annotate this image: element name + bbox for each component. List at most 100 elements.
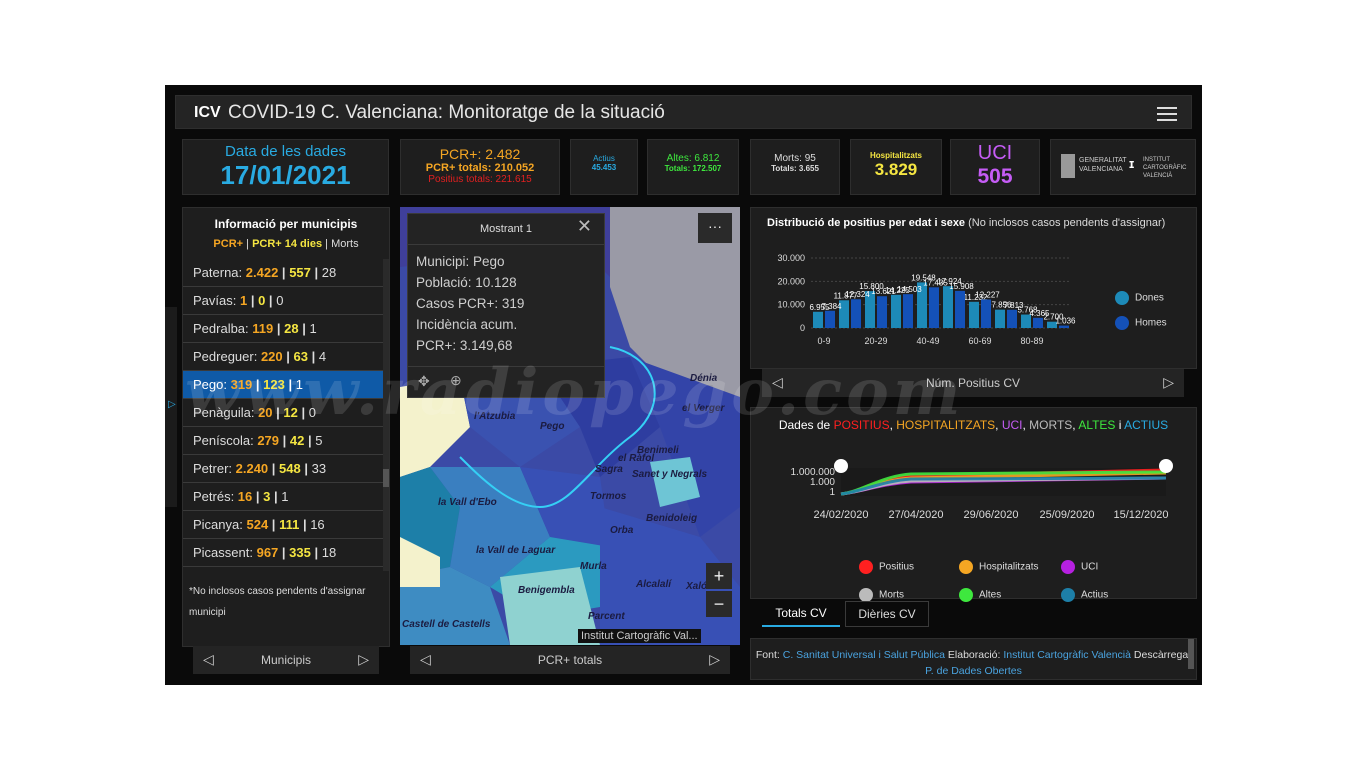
bar xyxy=(969,301,979,328)
legend-item[interactable]: Altes xyxy=(959,588,1001,602)
legend-label: Hospitalitzats xyxy=(979,561,1039,573)
chart1-pager-label: Núm. Positius CV xyxy=(925,376,1021,390)
map-view[interactable]: Dénia el Verger l'Atzubia Pego Benimeli el Rà… xyxy=(400,207,740,645)
map-label: la Vall de Laguar xyxy=(476,545,556,556)
morts-label: Morts: 95 xyxy=(774,153,816,164)
row-pcr14: 3 xyxy=(263,489,271,504)
data-label: 17.435 xyxy=(923,278,948,287)
row-pcr: 2.240 xyxy=(235,461,269,476)
popup-line: Població: 10.128 xyxy=(416,275,517,290)
list-item[interactable]: Petrés: 16 | 3 | 1 xyxy=(183,483,383,511)
row-pcr: 1 xyxy=(239,293,248,308)
list-item[interactable]: Pego: 319 | 123 | 1 xyxy=(183,371,383,399)
list-item[interactable]: Peníscola: 279 | 42 | 5 xyxy=(183,427,383,455)
legend-label: UCI xyxy=(1081,561,1099,573)
municipis-note: *No inclosos casos pendents d'assignar m… xyxy=(189,586,366,618)
row-pcr: 279 xyxy=(257,433,280,448)
legend-dot xyxy=(959,560,973,574)
row-pcr: 967 xyxy=(256,545,279,560)
list-item[interactable]: Pavías: 1 | 0 | 0 xyxy=(183,287,383,315)
row-sep: | xyxy=(278,545,290,560)
list-item[interactable]: Pedreguer: 220 | 63 | 4 xyxy=(183,343,383,371)
next-arrow-icon[interactable]: ▷ xyxy=(709,651,720,667)
row-sep: | xyxy=(300,461,312,476)
legend-label: Morts xyxy=(879,589,904,601)
chart1-subtitle: (No inclosos casos pendents d'assignar) xyxy=(968,217,1166,229)
bar xyxy=(981,299,991,328)
evolution-chart-panel: Dades de POSITIUS, HOSPITALITZATS, UCI, … xyxy=(750,407,1197,602)
list-item[interactable]: Picanya: 524 | 111 | 16 xyxy=(183,511,383,539)
prev-arrow-icon[interactable]: ◁ xyxy=(772,374,783,390)
tab-diaries[interactable]: Dièries CV xyxy=(845,601,929,627)
legend-dot xyxy=(859,560,873,574)
map-label: Benidoleig xyxy=(646,513,698,524)
legend-item[interactable]: Actius xyxy=(1061,588,1108,602)
title-uci: UCI xyxy=(1001,418,1023,432)
tab-totals[interactable]: Totals CV xyxy=(762,601,840,627)
pcr-indicator: PCR+: 2.482 PCR+ totals: 210.052 Positiu… xyxy=(400,139,560,195)
bar xyxy=(943,286,953,328)
row-name: Pedreguer: xyxy=(193,349,261,364)
zoom-to-icon[interactable]: ⊕ xyxy=(450,372,462,388)
header-bar: ICV COVID-19 C. Valenciana: Monitoratge … xyxy=(175,95,1192,129)
list-item[interactable]: Picassent: 967 | 335 | 18 xyxy=(183,539,383,567)
row-pcr: 220 xyxy=(260,349,283,364)
morts-indicator: Morts: 95 Totals: 3.655 xyxy=(750,139,840,195)
row-sep: | xyxy=(307,349,319,364)
close-icon[interactable]: ✕ xyxy=(576,216,592,236)
positius-total: Positius totals: 221.615 xyxy=(428,174,532,185)
font-link[interactable]: C. Sanitat Universal i Salut Pública xyxy=(782,649,945,661)
morts-total: Totals: 3.655 xyxy=(771,164,819,173)
legend-item[interactable]: Positius xyxy=(859,560,914,574)
legend-item[interactable]: Hospitalitzats xyxy=(959,560,1038,574)
list-scroll-thumb[interactable] xyxy=(383,469,389,487)
chart1-title-text: Distribució de positius per edat i sexe xyxy=(767,217,966,229)
prev-arrow-icon[interactable]: ◁ xyxy=(420,651,431,667)
row-sep: | xyxy=(270,489,282,504)
data-label: 12.227 xyxy=(975,290,1000,299)
uci-value: 505 xyxy=(977,165,1013,188)
next-arrow-icon[interactable]: ▷ xyxy=(1163,374,1174,390)
move-icon[interactable]: ✥ xyxy=(418,373,430,389)
y-tick-label: 1 xyxy=(829,487,835,498)
legend-item[interactable]: UCI xyxy=(1061,560,1098,574)
elab-link[interactable]: Institut Cartogràfic Valencià xyxy=(1003,649,1131,661)
legend-dot xyxy=(1115,316,1129,330)
x-tick-label: 29/06/2020 xyxy=(963,509,1018,521)
list-item[interactable]: Penàguila: 20 | 12 | 0 xyxy=(183,399,383,427)
popup-body: Municipi: Pego Població: 10.128 Casos PCR+… xyxy=(408,245,604,362)
source-scrollbar[interactable] xyxy=(1188,639,1194,669)
legend-dot xyxy=(1115,291,1129,305)
zoom-out-button[interactable]: − xyxy=(706,591,732,617)
data-label: 1.036 xyxy=(1055,317,1076,326)
legend-dones: Dones xyxy=(1115,291,1164,305)
prev-arrow-icon[interactable]: ◁ xyxy=(203,651,214,667)
map-attribution[interactable]: Institut Cartogràfic Val... xyxy=(578,629,701,643)
row-sep: | xyxy=(299,517,311,532)
more-options-button[interactable]: ··· xyxy=(698,213,732,243)
altes-indicator: Altes: 6.812 Totals: 172.507 xyxy=(647,139,739,195)
logos-panel: GENERALITAT VALENCIANA ɪ INSTITUT CARTOG… xyxy=(1050,139,1196,195)
municipis-pager-label: Municipis xyxy=(260,653,311,667)
legend-dot xyxy=(859,588,873,602)
municipis-legend: PCR+ | PCR+ 14 dies | Morts xyxy=(213,238,359,250)
feature-popup[interactable]: Mostrant 1 ✕ Municipi: Pego Població: 10.… xyxy=(407,213,605,398)
list-scrollbar[interactable] xyxy=(383,259,389,571)
desc-link[interactable]: P. de Dades Obertes xyxy=(925,665,1022,677)
uci-label: UCI xyxy=(977,142,1013,164)
zoom-in-button[interactable]: + xyxy=(706,563,732,589)
list-item[interactable]: Petrer: 2.240 | 548 | 33 xyxy=(183,455,383,483)
legend-item[interactable]: Morts xyxy=(859,588,904,602)
hamburger-menu-icon[interactable] xyxy=(1157,103,1177,121)
legend-homes: Homes xyxy=(1115,316,1167,330)
date-label: Data de les dades xyxy=(225,143,346,160)
data-label: 15.908 xyxy=(949,282,974,291)
list-item[interactable]: Pedralba: 119 | 28 | 1 xyxy=(183,315,383,343)
side-panel-toggle[interactable]: ▷ xyxy=(165,307,177,507)
next-arrow-icon[interactable]: ▷ xyxy=(358,651,369,667)
list-item[interactable]: Paterna: 2.422 | 557 | 28 xyxy=(183,259,383,287)
dashboard-frame: ICV COVID-19 C. Valenciana: Monitoratge … xyxy=(165,85,1202,685)
data-label: 2.700 xyxy=(1043,313,1064,322)
data-label: 6.955 xyxy=(809,303,830,312)
row-sep: | xyxy=(310,265,322,280)
